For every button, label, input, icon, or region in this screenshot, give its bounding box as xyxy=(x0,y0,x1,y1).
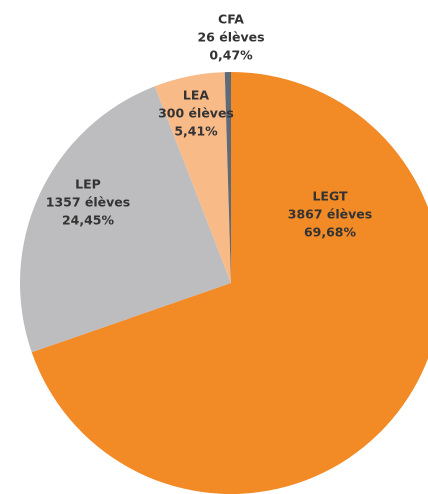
slice-category-label: LEGT xyxy=(312,189,348,204)
slice-category-label: LEA xyxy=(183,88,210,103)
slice-percent-label: 24,45% xyxy=(62,213,115,228)
pie-slice xyxy=(19,86,231,353)
slice-category-label: LEP xyxy=(75,177,101,192)
pie-slice xyxy=(154,72,231,283)
slice-percent-label: 0,47% xyxy=(209,48,253,63)
slice-percent-label: 69,68% xyxy=(304,225,357,240)
slice-count-label: 1357 élèves xyxy=(46,195,130,210)
slice-percent-label: 5,41% xyxy=(174,124,218,139)
slice-count-label: 26 élèves xyxy=(197,30,264,45)
pie-slice xyxy=(224,72,231,283)
pie-slice xyxy=(31,72,428,494)
slice-category-label: CFA xyxy=(218,12,244,27)
slice-count-label: 300 élèves xyxy=(158,106,234,121)
slice-count-label: 3867 élèves xyxy=(288,207,372,222)
